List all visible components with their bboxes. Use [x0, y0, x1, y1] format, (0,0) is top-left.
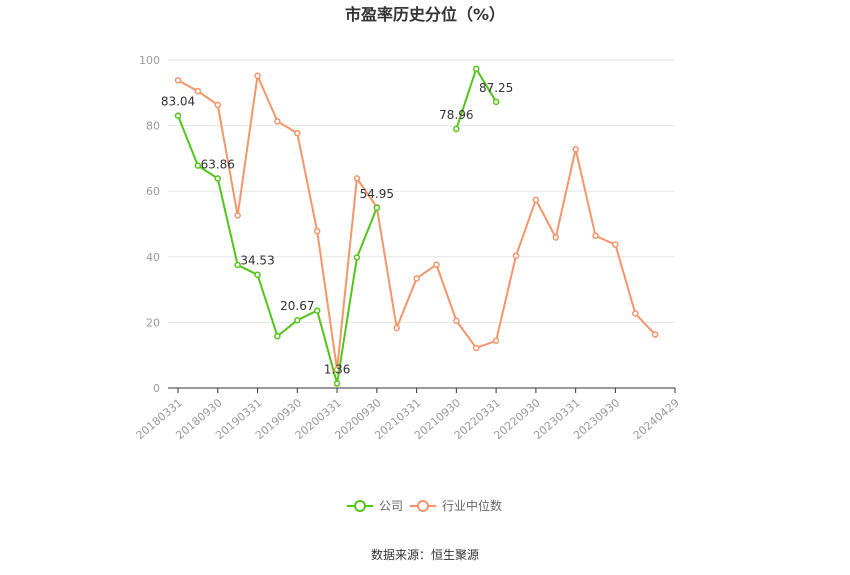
- company-point: [234, 261, 241, 269]
- grid-lines: [168, 59, 675, 323]
- legend-item-company[interactable]: 公司: [347, 499, 403, 513]
- industry-median-point: [254, 72, 261, 79]
- x-axis: 2018033120180930201903312019093020200331…: [134, 387, 682, 442]
- legend-item-industry-median[interactable]: 行业中位数: [410, 498, 502, 513]
- data-label: 78.96: [439, 108, 473, 122]
- data-label: 63.86: [201, 158, 235, 172]
- industry-median-point: [393, 324, 400, 332]
- data-labels: 83.04 63.86 34.53 20.67 1.36 54.95 78.96 87.25: [161, 81, 513, 377]
- legend-industry-marker: [417, 500, 429, 512]
- industry-median-point: [294, 129, 301, 137]
- industry-median-point: [214, 101, 222, 109]
- chart-title: 市盈率历史分位（%）: [345, 5, 505, 24]
- industry-median-point: [572, 145, 579, 153]
- company-point: [194, 162, 202, 169]
- company-point: [492, 98, 500, 106]
- company-line: [177, 115, 378, 384]
- industry-median-point: [512, 252, 520, 260]
- company-point: [214, 175, 222, 182]
- industry-median-point: [234, 212, 241, 219]
- data-label: 54.95: [360, 187, 394, 201]
- y-tick-label: 60: [146, 185, 160, 198]
- company-point: [274, 332, 281, 340]
- company-point: [353, 254, 361, 261]
- y-axis: 0 20 40 60 80 100: [139, 54, 160, 395]
- company-point: [453, 125, 460, 133]
- industry-median-point: [433, 261, 440, 268]
- industry-median-point: [353, 175, 361, 182]
- company-point: [174, 112, 182, 119]
- legend-company-label: 公司: [379, 499, 403, 513]
- industry-median-point: [194, 87, 202, 95]
- company-point: [333, 380, 341, 387]
- y-tick-label: 0: [153, 382, 160, 395]
- industry-median-point: [313, 227, 321, 235]
- data-label: 20.67: [280, 299, 314, 313]
- data-label: 34.53: [240, 254, 274, 268]
- industry-median-point: [174, 77, 182, 84]
- industry-median-point: [274, 118, 281, 125]
- data-label: 87.25: [479, 81, 513, 95]
- legend-industry-label: 行业中位数: [442, 498, 502, 513]
- industry-median-point: [552, 234, 560, 241]
- industry-median-point: [651, 331, 659, 338]
- industry-median-point: [413, 275, 420, 282]
- y-tick-label: 100: [139, 54, 160, 67]
- industry-median-point: [472, 344, 480, 352]
- company-point: [313, 307, 321, 314]
- company-point: [254, 271, 261, 278]
- industry-median-point: [532, 196, 540, 203]
- x-tick-label: 20240429: [631, 396, 682, 442]
- industry-median-line: [177, 72, 656, 370]
- industry-median-point: [453, 317, 460, 325]
- y-tick-label: 40: [146, 251, 160, 264]
- series-layer: [174, 65, 659, 387]
- data-label: 1.36: [324, 363, 351, 377]
- industry-median-point: [592, 232, 599, 240]
- y-tick-label: 80: [146, 120, 160, 133]
- company-point: [472, 65, 480, 73]
- data-source: 数据来源：恒生聚源: [371, 547, 479, 562]
- company-point: [294, 316, 301, 324]
- industry-median-point: [492, 337, 500, 345]
- data-label: 83.04: [161, 95, 195, 109]
- legend-company-marker: [354, 500, 366, 512]
- industry-median-point: [612, 241, 619, 248]
- y-tick-label: 20: [146, 316, 160, 329]
- legend[interactable]: 公司 行业中位数: [347, 498, 502, 513]
- industry-median-point: [632, 310, 639, 317]
- company-point: [373, 204, 381, 212]
